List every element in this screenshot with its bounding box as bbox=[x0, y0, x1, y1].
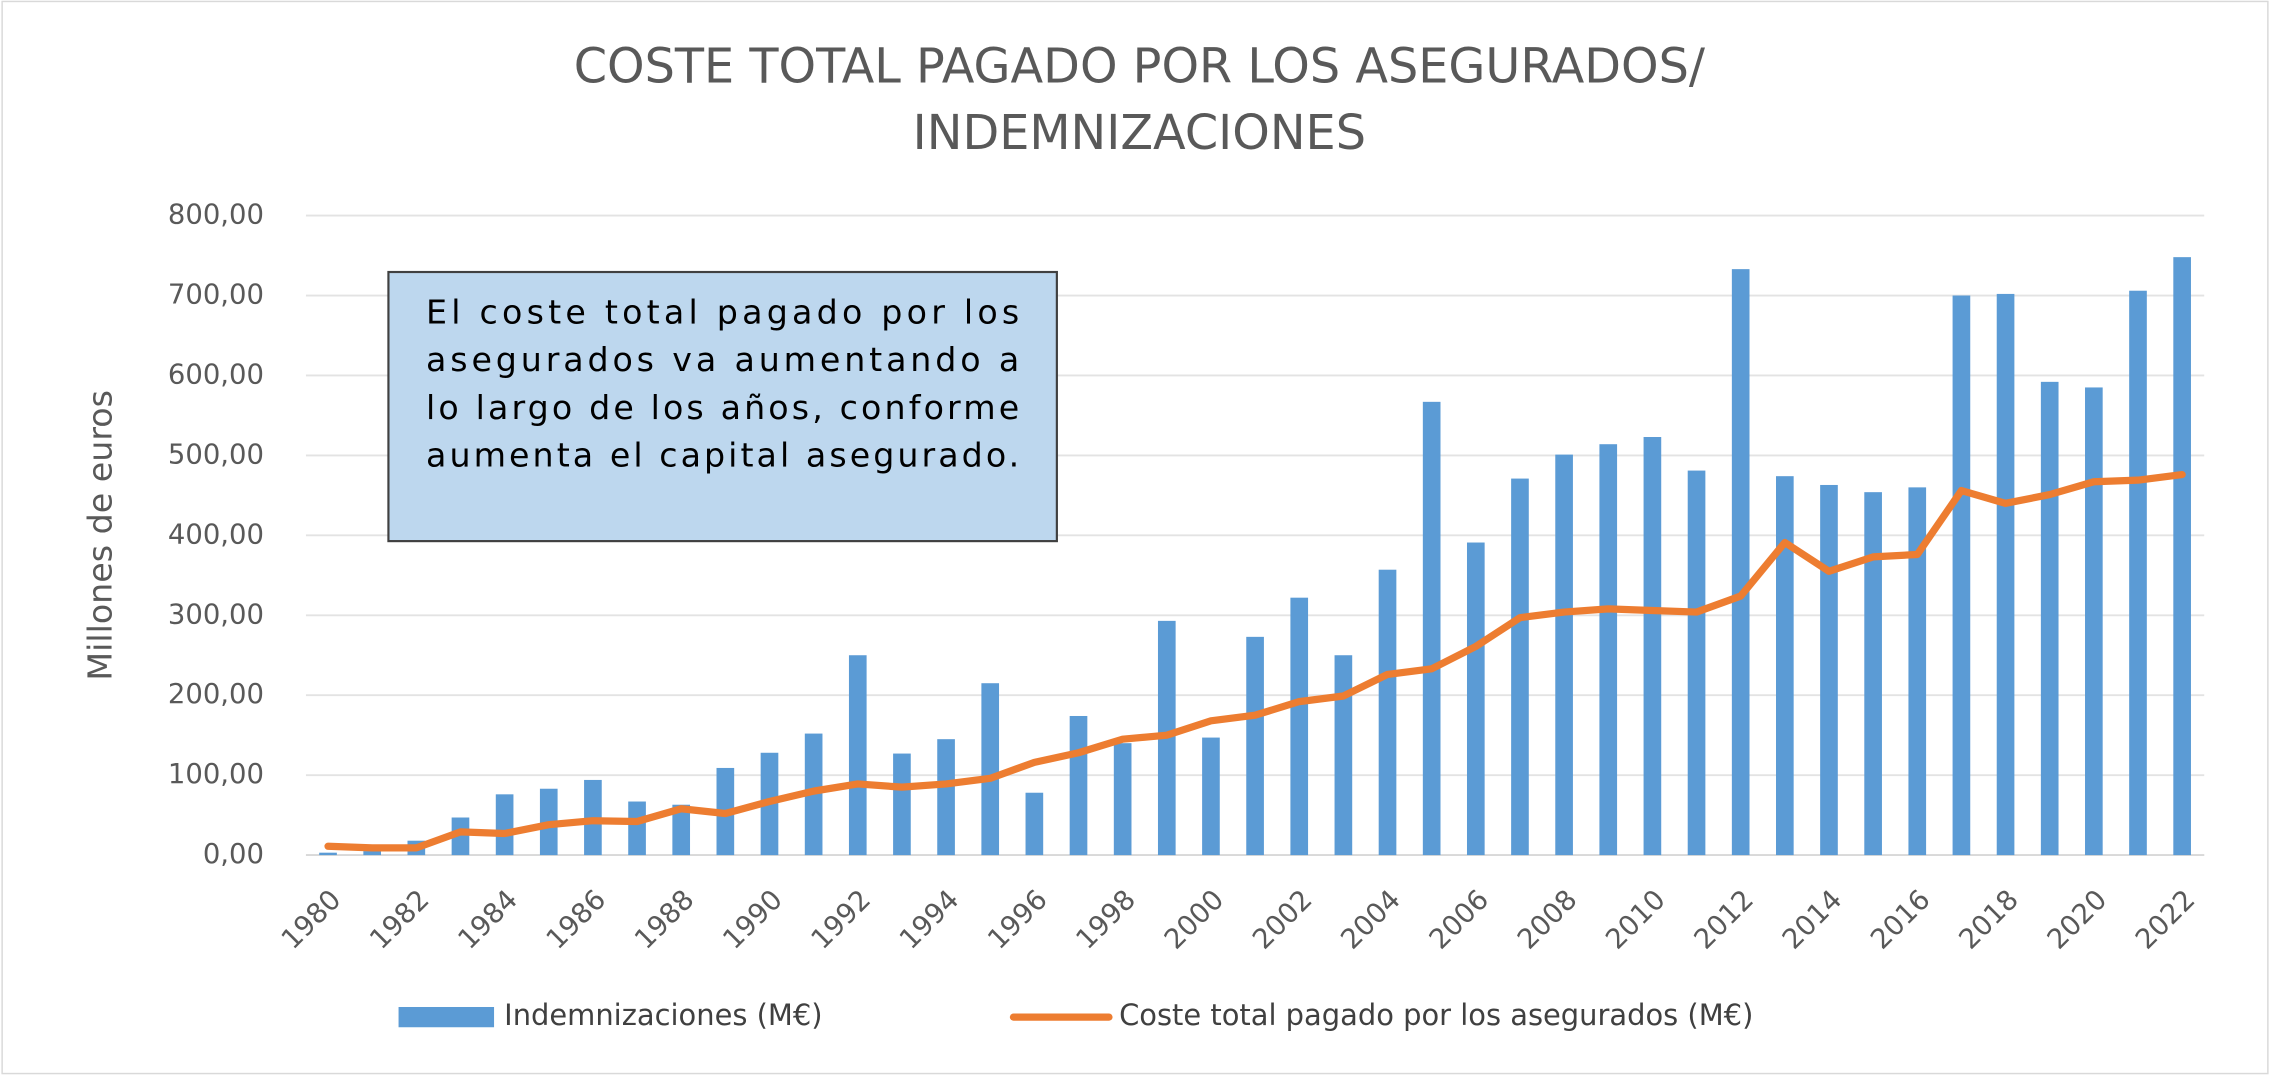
bar bbox=[1511, 478, 1529, 856]
bar bbox=[1025, 792, 1044, 856]
y-tick-label: 300,00 bbox=[168, 598, 264, 630]
y-axis-label: Millones de euros bbox=[80, 390, 119, 681]
chart-title: INDEMNIZACIONES bbox=[913, 106, 1366, 161]
bar bbox=[319, 852, 337, 856]
bar bbox=[981, 683, 1000, 856]
line bbox=[324, 470, 2186, 852]
y-tick-label: 200,00 bbox=[168, 678, 264, 710]
y-tick-label: 400,00 bbox=[168, 518, 264, 550]
bar bbox=[1378, 569, 1397, 856]
bar bbox=[1864, 492, 1882, 856]
bar bbox=[1069, 715, 1088, 856]
bar bbox=[2129, 290, 2147, 856]
bar bbox=[848, 655, 867, 856]
bar bbox=[1599, 444, 1618, 856]
bar bbox=[1687, 470, 1706, 856]
bar bbox=[937, 739, 955, 856]
bar bbox=[1820, 484, 1838, 856]
bar bbox=[672, 804, 691, 856]
bar bbox=[495, 794, 514, 856]
legend: Indemnizaciones (M€) Coste total pagado p… bbox=[398, 998, 1753, 1032]
annotation-text: El coste total pagado por los bbox=[426, 292, 1019, 331]
y-tick-label: 500,00 bbox=[168, 438, 264, 470]
y-tick-label: 100,00 bbox=[168, 758, 264, 790]
annotation-text: lo largo de los años, conforme bbox=[426, 388, 1019, 427]
bar bbox=[1246, 636, 1264, 856]
legend-label: Indemnizaciones (M€) bbox=[504, 998, 822, 1032]
bar bbox=[363, 851, 382, 856]
bar bbox=[893, 753, 911, 856]
bars bbox=[319, 257, 2191, 856]
chart-title: COSTE TOTAL PAGADO POR LOS ASEGURADOS/ bbox=[574, 39, 1706, 94]
bar bbox=[1996, 293, 2015, 856]
bar bbox=[1952, 295, 1971, 856]
y-tick-label: 700,00 bbox=[168, 279, 264, 311]
bar bbox=[1334, 655, 1353, 856]
bar bbox=[1290, 597, 1309, 856]
bar bbox=[2085, 387, 2103, 856]
annotation-text: aumenta el capital asegurado. bbox=[426, 436, 1019, 475]
bar bbox=[1776, 476, 1794, 856]
bar bbox=[1908, 487, 1927, 856]
y-tick-label: 600,00 bbox=[168, 358, 264, 390]
bar bbox=[1202, 737, 1220, 856]
bar bbox=[451, 817, 470, 856]
annotation-text: asegurados va aumentando a bbox=[426, 340, 1019, 379]
bar bbox=[2173, 257, 2191, 856]
annotation: El coste total pagado por los asegurados … bbox=[387, 270, 1058, 543]
y-tick-label: 0,00 bbox=[203, 838, 264, 870]
bar bbox=[2040, 381, 2059, 856]
lines bbox=[324, 470, 2186, 852]
bar bbox=[1643, 437, 1662, 856]
bar bbox=[1113, 743, 1132, 856]
bar bbox=[628, 801, 646, 856]
bar bbox=[1422, 401, 1441, 856]
bar bbox=[1731, 269, 1750, 856]
annotation-box bbox=[387, 270, 1058, 543]
bar bbox=[1555, 454, 1573, 856]
legend-swatch bbox=[398, 1006, 495, 1028]
bar bbox=[1466, 542, 1485, 856]
y-tick-label: 800,00 bbox=[168, 199, 264, 231]
legend-label: Coste total pagado por los asegurados (M… bbox=[1119, 998, 1753, 1032]
